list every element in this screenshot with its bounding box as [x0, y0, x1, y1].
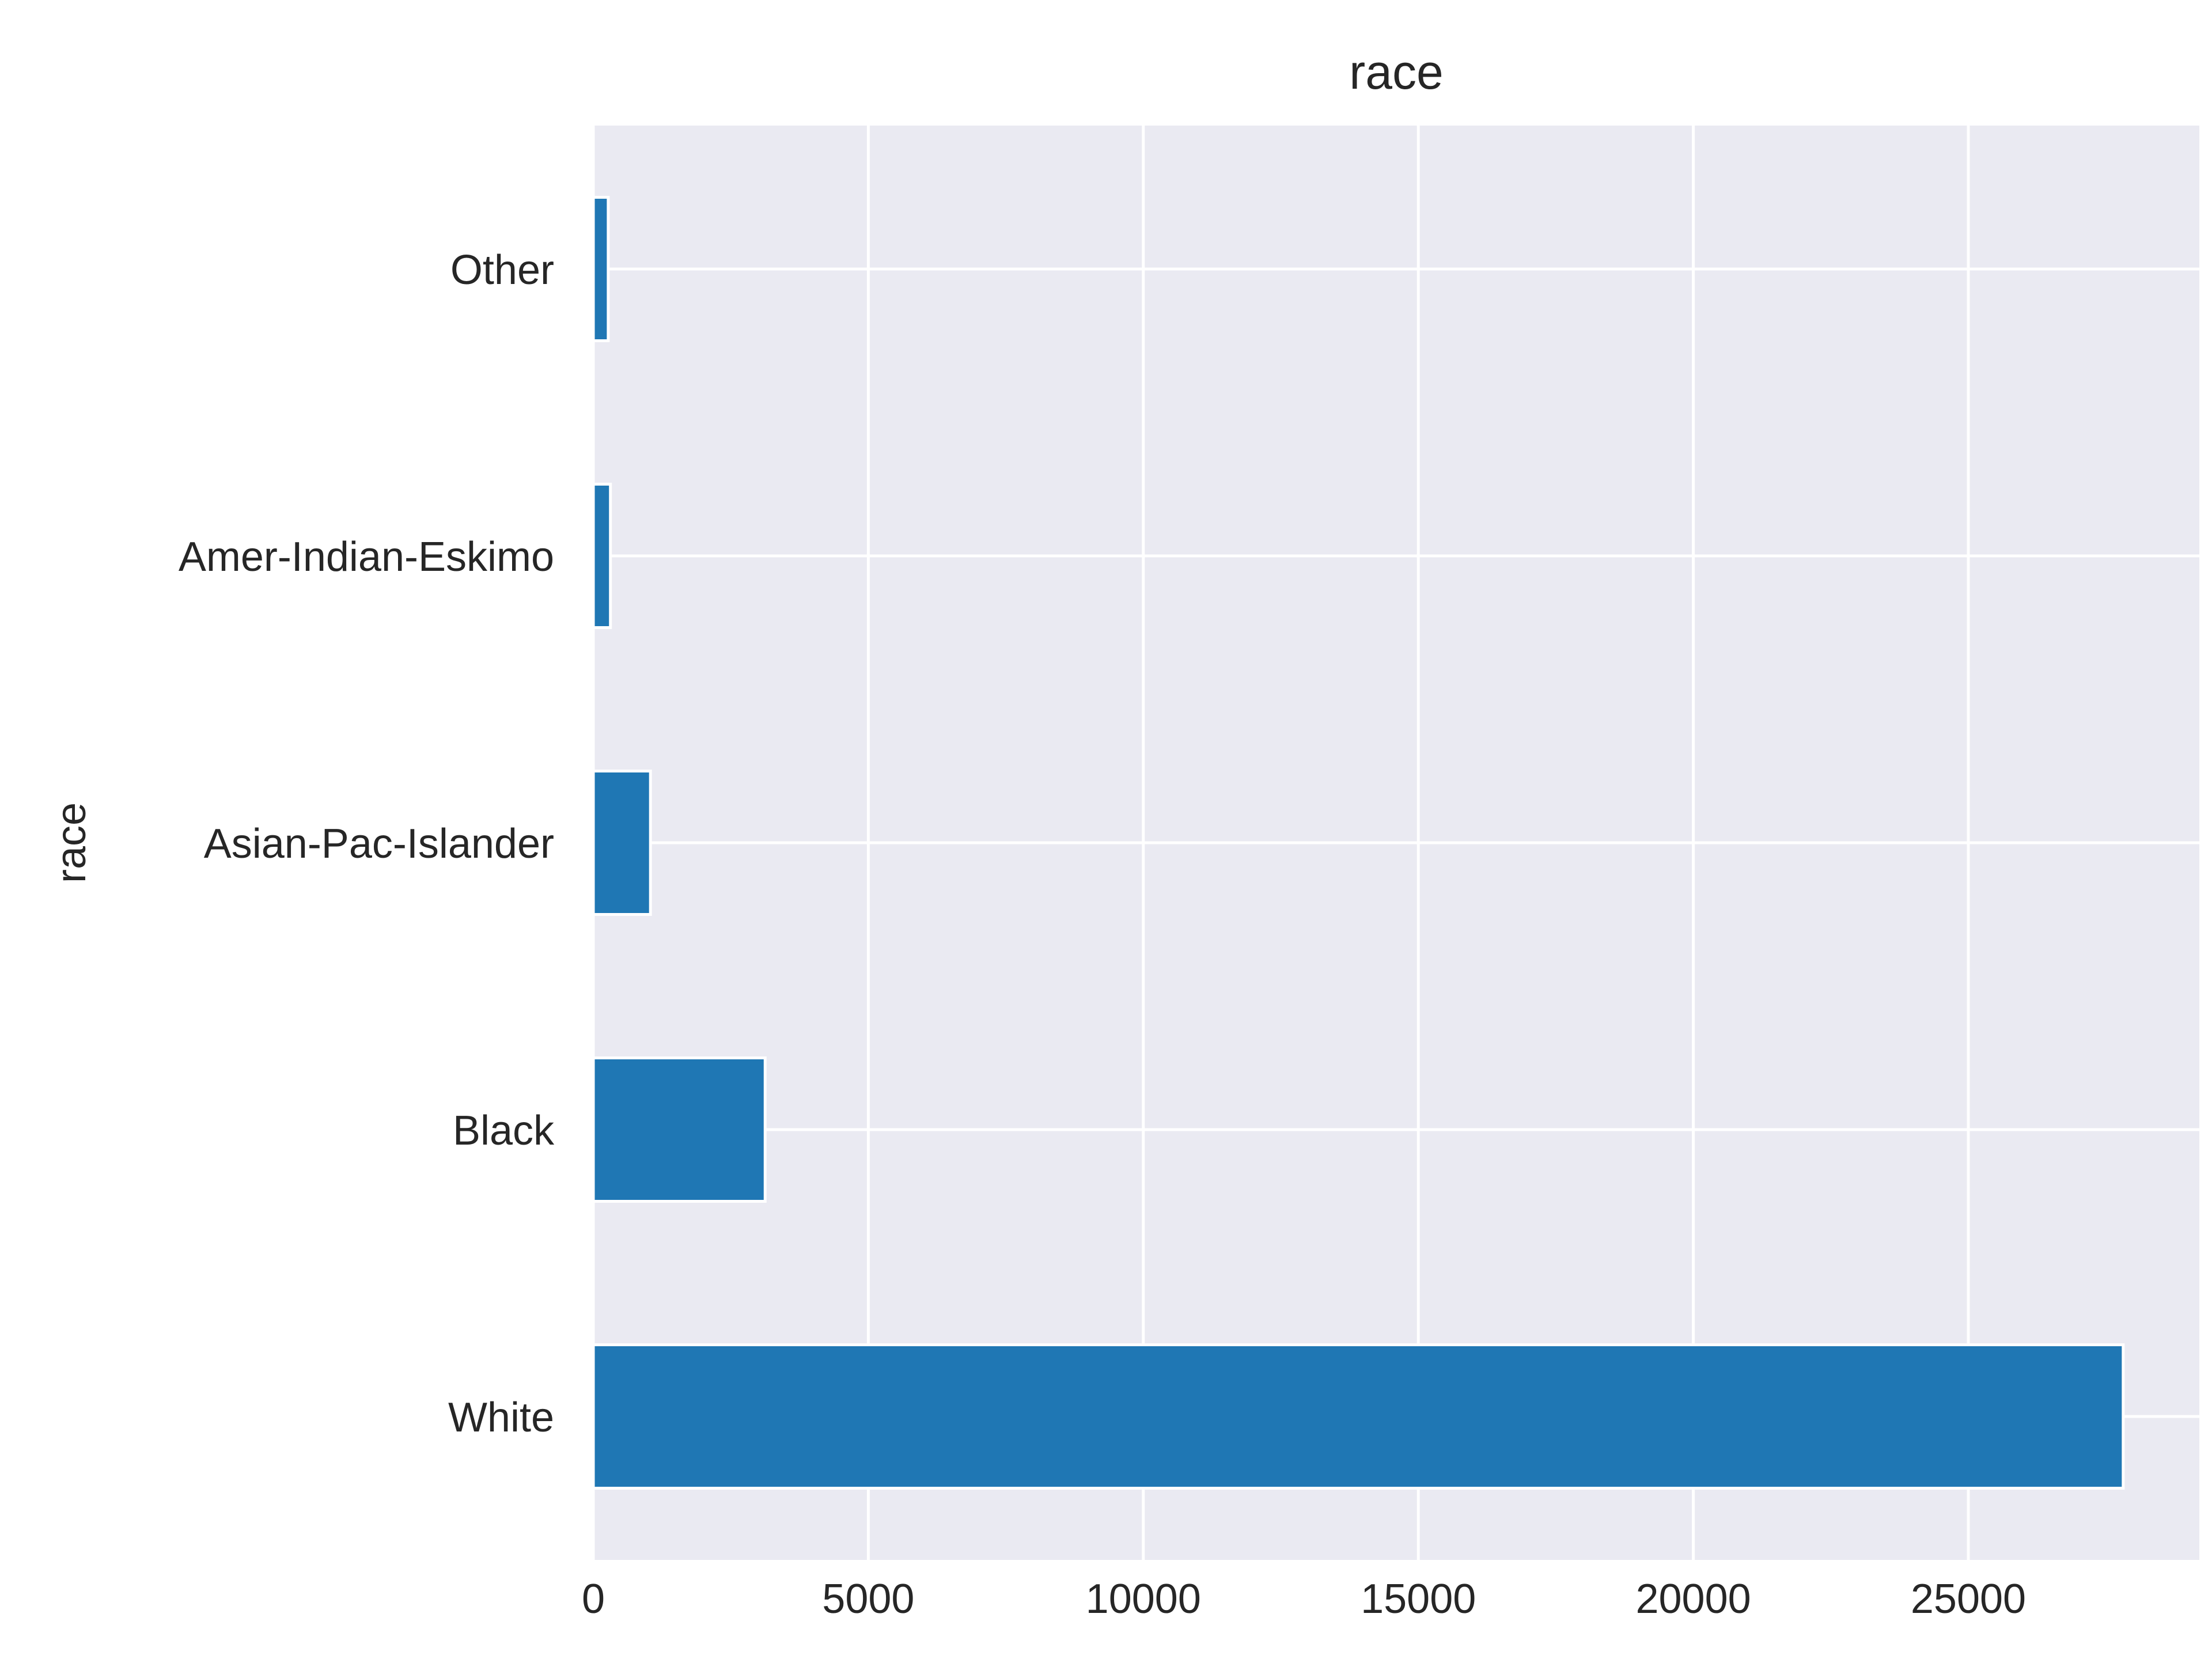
y-axis-label: race [48, 802, 94, 883]
x-tick-label: 5000 [822, 1576, 914, 1622]
bar-other [592, 196, 610, 342]
y-tick-label: Other [450, 247, 554, 293]
x-tick-label: 0 [582, 1576, 605, 1622]
bar-amer-indian-eskimo [592, 483, 612, 629]
bar-asian-pac-islander [592, 770, 652, 916]
x-tick-labels: 0 5000 10000 15000 20000 25000 [582, 1576, 2026, 1622]
x-tick-label: 25000 [1911, 1576, 2026, 1622]
y-tick-label: Asian-Pac-Islander [204, 821, 554, 867]
bars [592, 196, 2125, 1490]
chart-title: race [1349, 45, 1443, 99]
x-tick-label: 20000 [1635, 1576, 1751, 1622]
x-tick-label: 10000 [1086, 1576, 1201, 1622]
bar-white [592, 1343, 2125, 1490]
y-tick-labels: White Black Asian-Pac-Islander Amer-Indian-… [179, 247, 555, 1441]
y-tick-label: Black [453, 1108, 555, 1154]
bar-black [592, 1056, 767, 1203]
y-tick-label: Amer-Indian-Eskimo [179, 534, 554, 580]
x-tick-label: 15000 [1361, 1576, 1476, 1622]
y-tick-label: White [448, 1395, 554, 1441]
